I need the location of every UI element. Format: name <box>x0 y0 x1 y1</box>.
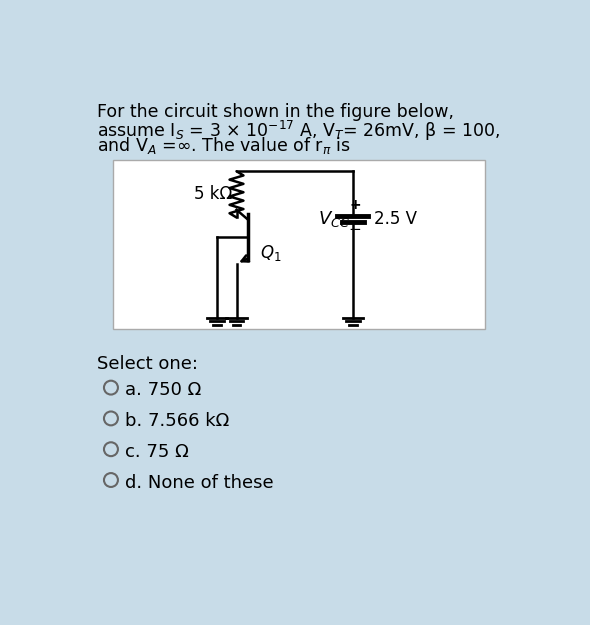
Text: $V_{CC}$: $V_{CC}$ <box>318 209 350 229</box>
Text: c. 75 Ω: c. 75 Ω <box>125 443 189 461</box>
Text: −: − <box>349 221 362 236</box>
Text: and V$_A$ =∞. The value of r$_\pi$ is: and V$_A$ =∞. The value of r$_\pi$ is <box>97 135 350 156</box>
Text: d. None of these: d. None of these <box>125 474 274 492</box>
Text: assume I$_S$ = 3 × 10$^{-17}$ A, V$_T$= 26mV, β = 100,: assume I$_S$ = 3 × 10$^{-17}$ A, V$_T$= … <box>97 119 500 143</box>
Text: 5 kΩ: 5 kΩ <box>194 186 232 203</box>
Text: 2.5 V: 2.5 V <box>375 210 418 228</box>
Circle shape <box>104 442 118 456</box>
Circle shape <box>104 411 118 426</box>
Text: For the circuit shown in the figure below,: For the circuit shown in the figure belo… <box>97 102 454 121</box>
Text: $Q_1$: $Q_1$ <box>260 243 281 263</box>
Text: +: + <box>349 198 361 212</box>
Circle shape <box>104 473 118 487</box>
Text: a. 750 Ω: a. 750 Ω <box>125 381 201 399</box>
Text: Select one:: Select one: <box>97 354 198 372</box>
FancyBboxPatch shape <box>113 160 484 329</box>
Circle shape <box>104 381 118 394</box>
Text: b. 7.566 kΩ: b. 7.566 kΩ <box>125 412 229 430</box>
